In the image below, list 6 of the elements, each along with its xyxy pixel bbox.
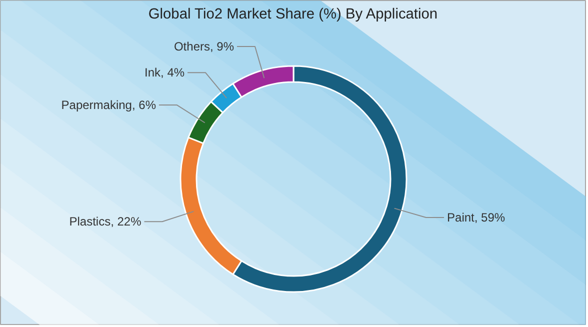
slice-label: Papermaking, 6% — [61, 98, 156, 112]
slice-label: Ink, 4% — [144, 66, 185, 80]
slice-label: Plastics, 22% — [69, 214, 142, 229]
chart-title: Global Tio2 Market Share (%) By Application — [148, 6, 438, 22]
slice-label: Others, 9% — [174, 39, 234, 54]
slice-label: Paint, 59% — [447, 210, 506, 224]
